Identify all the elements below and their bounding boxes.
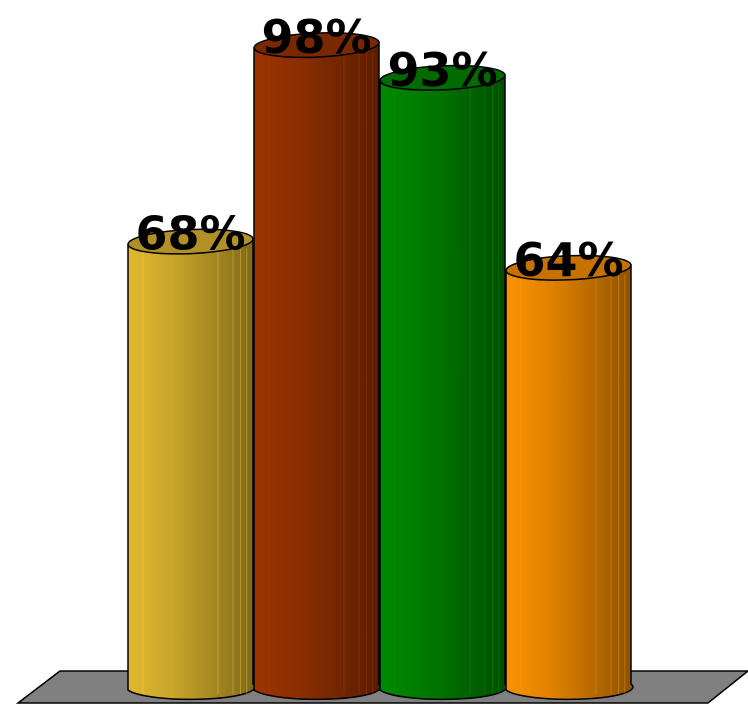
bar-top xyxy=(505,254,632,281)
bar-top xyxy=(379,64,506,91)
bar-1 xyxy=(127,228,256,701)
data-labels-layer: 68% 98% 93% 64% xyxy=(135,10,623,287)
bar-2 xyxy=(253,32,382,701)
bar-body xyxy=(253,41,382,701)
bar-top xyxy=(253,32,380,59)
data-label-3: 93% xyxy=(387,43,497,97)
bars-layer xyxy=(127,32,634,701)
data-label-2: 98% xyxy=(261,10,371,64)
bar-body xyxy=(505,264,634,701)
bar-top xyxy=(127,228,254,255)
bar-body xyxy=(379,74,508,701)
bar-3 xyxy=(379,64,508,701)
data-label-4: 64% xyxy=(513,233,623,287)
bar-body xyxy=(127,237,256,701)
data-label-1: 68% xyxy=(135,207,245,261)
bar-4 xyxy=(505,254,634,701)
